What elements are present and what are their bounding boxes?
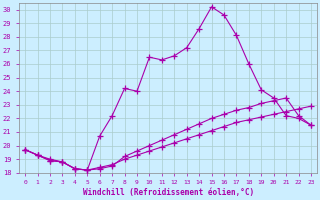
X-axis label: Windchill (Refroidissement éolien,°C): Windchill (Refroidissement éolien,°C) (83, 188, 254, 197)
